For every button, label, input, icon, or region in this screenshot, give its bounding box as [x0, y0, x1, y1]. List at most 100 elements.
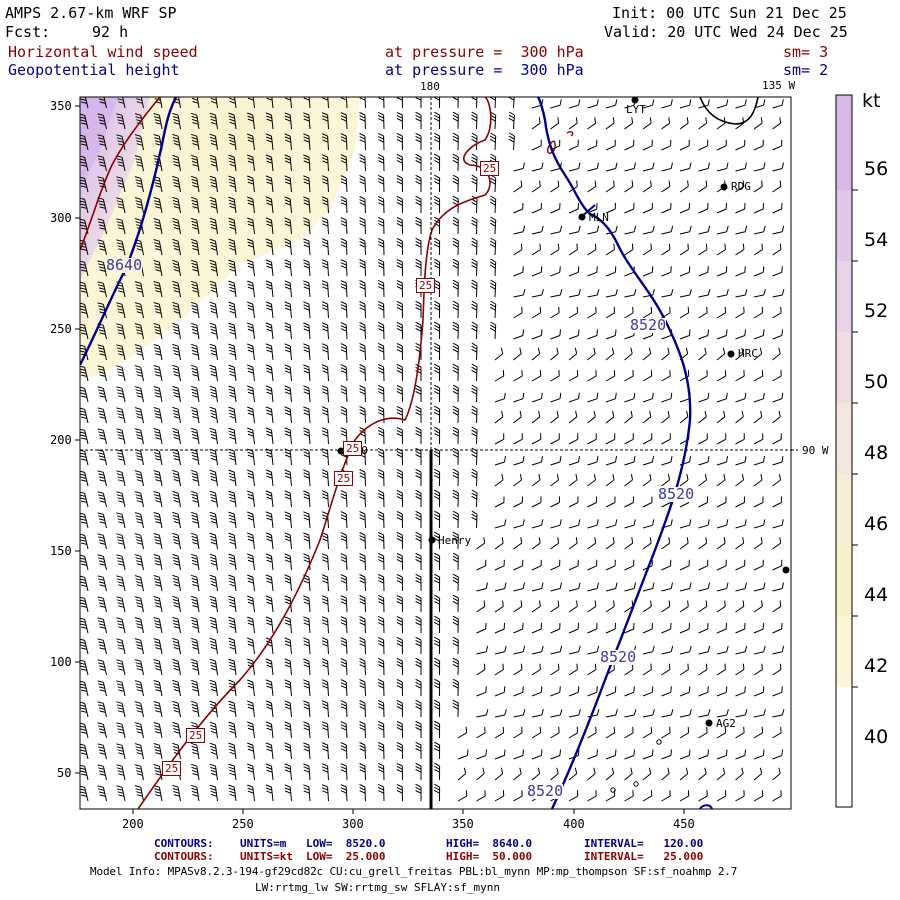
wind-barb [116, 239, 126, 256]
wind-barb [513, 180, 523, 193]
wind-barb [698, 582, 710, 592]
wind-barb [434, 195, 441, 214]
wind-barb [716, 686, 728, 697]
wind-barb [265, 322, 274, 340]
wind-barb [531, 519, 544, 529]
wind-barb [134, 512, 144, 529]
wind-barb [735, 225, 748, 235]
wind-barb [377, 762, 385, 781]
wind-barb [457, 767, 467, 781]
wind-barb [247, 364, 255, 382]
wind-barb [452, 636, 459, 655]
wind-barb [97, 617, 107, 634]
wind-barb [359, 238, 366, 256]
wind-barb [136, 97, 144, 109]
wind-barb [661, 410, 670, 424]
wind-barb [772, 582, 784, 592]
wind-barb [679, 537, 689, 550]
wind-barb [587, 289, 600, 298]
wind-barb [605, 600, 615, 613]
wind-barb [698, 622, 709, 634]
wind-barb [377, 678, 385, 697]
wind-barb [624, 392, 636, 403]
wind-barb [568, 243, 578, 256]
wind-barb [476, 749, 487, 760]
wind-barb [359, 259, 366, 277]
wind-barb [228, 532, 237, 550]
wind-barb [489, 300, 497, 319]
wind-barb [434, 174, 441, 193]
wind-barb [772, 519, 784, 529]
wind-barb [247, 679, 255, 697]
wind-barb [116, 554, 126, 571]
wind-barb [661, 474, 670, 487]
wind-barb [377, 720, 385, 739]
wind-barb [97, 659, 107, 676]
wind-barb [772, 306, 782, 319]
wind-barb [116, 386, 126, 403]
wind-barb [716, 537, 726, 550]
wind-barb [735, 709, 748, 718]
wind-barb [340, 553, 348, 571]
wind-barb [605, 622, 616, 634]
wind-barb [359, 406, 366, 424]
wind-barb [321, 469, 329, 487]
wind-barb [568, 347, 578, 361]
wind-barb [321, 763, 329, 781]
wind-barb [322, 97, 329, 109]
wind-barb [97, 449, 107, 466]
wind-barb [134, 323, 144, 340]
wind-barb [452, 174, 459, 193]
wind-barb [661, 99, 673, 109]
wind-barb [434, 342, 441, 361]
wind-barb [321, 721, 329, 739]
wind-barb [550, 392, 562, 403]
wind-barb [679, 749, 691, 760]
wind-barb [172, 280, 181, 298]
wind-barb [698, 117, 708, 130]
wind-barb [116, 617, 126, 634]
wind-barb [340, 259, 348, 277]
wind-barb [624, 410, 633, 424]
wind-barb [265, 112, 274, 130]
wind-barb [679, 709, 692, 718]
wind-barb [753, 600, 763, 613]
wind-barb [80, 323, 89, 340]
wind-barb [716, 663, 726, 676]
wind-barb [134, 554, 144, 571]
wind-barb [735, 306, 745, 319]
wind-barb [434, 405, 441, 424]
wind-barb [735, 726, 745, 739]
wind-barb [434, 216, 441, 235]
wind-barb [550, 600, 560, 613]
wind-barb [679, 767, 689, 781]
wind-barb [116, 575, 126, 592]
valid-time: Valid: 20 UTC Wed 24 Dec 25 [604, 23, 848, 41]
wind-barb [228, 700, 237, 718]
station-dot-henry [428, 536, 436, 544]
wind-barb [476, 663, 486, 676]
wind-barb [494, 645, 507, 655]
wind-barb [396, 636, 403, 655]
wind-barb [716, 709, 729, 718]
wind-barb [434, 615, 441, 634]
speed-label-25: 25 [480, 161, 500, 176]
wind-barb [359, 196, 366, 214]
wind-speed-contour-small-1 [546, 140, 556, 154]
wind-barb [550, 306, 560, 319]
wind-barb [80, 386, 89, 403]
station-dot-unnamed [782, 566, 790, 574]
wind-barb [172, 154, 181, 172]
wind-barb [116, 407, 126, 424]
wind-barb [247, 133, 255, 151]
wind-barb [476, 767, 485, 781]
wind-barb [321, 448, 329, 466]
wind-barb [97, 134, 107, 151]
wind-barb [661, 347, 670, 361]
wind-barb [679, 726, 690, 739]
wind-barb [494, 663, 504, 676]
wind-barb [97, 176, 107, 193]
wind-barb [153, 113, 163, 130]
wind-barb [396, 342, 403, 361]
wind-barb [513, 749, 524, 760]
